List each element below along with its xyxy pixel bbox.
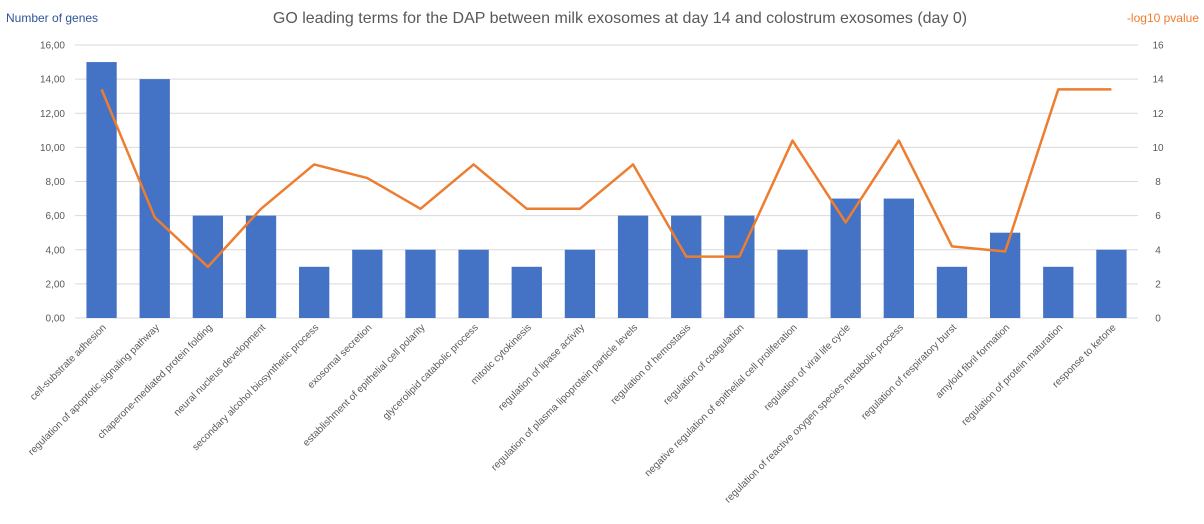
right-axis-title: -log10 pvalue bbox=[1127, 11, 1199, 25]
bar bbox=[989, 232, 1021, 318]
chart-title: GO leading terms for the DAP between mil… bbox=[273, 10, 967, 27]
left-tick-label: 16,00 bbox=[40, 41, 65, 52]
right-tick-label: 16 bbox=[1152, 41, 1164, 52]
bar bbox=[883, 198, 914, 318]
right-tick-label: 12 bbox=[1152, 109, 1164, 120]
category-label: regulation of reactive oxygen species me… bbox=[723, 322, 906, 505]
right-tick-label: 6 bbox=[1155, 211, 1161, 222]
bar bbox=[564, 249, 596, 318]
left-axis-title: Number of genes bbox=[6, 11, 98, 25]
right-tick-label: 10 bbox=[1152, 143, 1164, 154]
bar bbox=[405, 249, 436, 318]
right-axis-ticks: 0 2 4 6 8 10 12 14 16 bbox=[1152, 41, 1164, 325]
bar bbox=[511, 266, 542, 318]
category-label: regulation of viral life cycle bbox=[762, 322, 853, 413]
right-tick-label: 2 bbox=[1155, 279, 1161, 290]
category-label: regulation of lipase activity bbox=[496, 322, 587, 413]
bar bbox=[777, 249, 808, 318]
category-label: regulation of protein maturation bbox=[960, 322, 1066, 428]
bar bbox=[936, 266, 968, 318]
left-tick-label: 4,00 bbox=[46, 245, 66, 256]
bar-series bbox=[86, 62, 1127, 318]
bar bbox=[830, 198, 861, 318]
bar bbox=[139, 79, 170, 318]
line-series bbox=[100, 88, 1112, 269]
bar bbox=[458, 249, 489, 318]
category-label: chaperone-mediated protein folding bbox=[96, 322, 215, 441]
bar bbox=[1096, 249, 1127, 318]
left-axis-ticks: 0,00 2,00 4,00 6,00 8,00 10,00 12,00 14,00 16,00 bbox=[40, 41, 65, 325]
left-tick-label: 10,00 bbox=[40, 143, 65, 154]
category-label: regulation of respiratory burst bbox=[859, 322, 959, 422]
bar bbox=[245, 215, 277, 318]
left-tick-label: 12,00 bbox=[40, 109, 65, 120]
left-tick-label: 0,00 bbox=[46, 314, 66, 325]
pvalue-line bbox=[100, 88, 1112, 269]
category-label: neural nucleus development bbox=[172, 322, 268, 418]
right-tick-label: 14 bbox=[1152, 75, 1164, 86]
bar bbox=[1043, 266, 1074, 318]
right-tick-label: 0 bbox=[1155, 314, 1161, 325]
bar bbox=[617, 215, 649, 318]
left-tick-label: 2,00 bbox=[46, 279, 66, 290]
bar bbox=[86, 62, 117, 318]
left-tick-label: 6,00 bbox=[46, 211, 66, 222]
right-tick-label: 4 bbox=[1155, 245, 1161, 256]
gridlines bbox=[75, 44, 1138, 319]
left-tick-label: 14,00 bbox=[40, 75, 65, 86]
left-tick-label: 8,00 bbox=[46, 177, 66, 188]
bar bbox=[671, 215, 702, 318]
right-tick-label: 8 bbox=[1155, 177, 1161, 188]
category-label: glycerolipid catabolic process bbox=[381, 322, 481, 422]
bar bbox=[352, 249, 383, 318]
bar bbox=[299, 266, 330, 318]
